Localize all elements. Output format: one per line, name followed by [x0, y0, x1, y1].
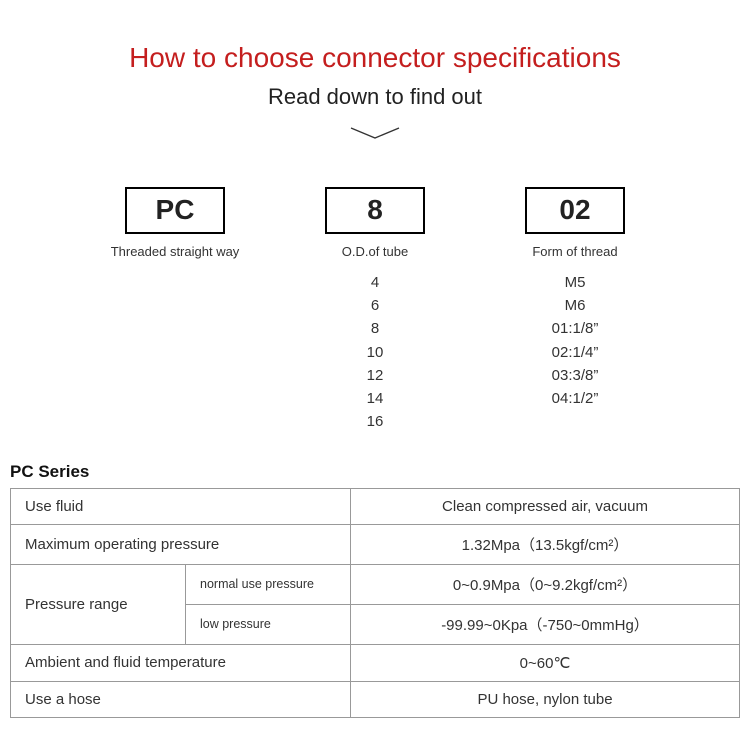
table-row: Use fluid Clean compressed air, vacuum: [11, 488, 740, 524]
spec-label-od: O.D.of tube: [310, 244, 440, 259]
value-temperature: 0~60℃: [351, 644, 740, 681]
label-temperature: Ambient and fluid temperature: [11, 644, 351, 681]
series-heading: PC Series: [10, 462, 750, 482]
spec-box-thread: 02: [525, 187, 625, 234]
label-pressure-range: Pressure range: [11, 564, 186, 644]
spec-table: Use fluid Clean compressed air, vacuum M…: [10, 488, 740, 718]
value-normal-pressure: 0~0.9Mpa（0~9.2kgf/cm²）: [351, 564, 740, 604]
table-row: Pressure range normal use pressure 0~0.9…: [11, 564, 740, 604]
value-use-hose: PU hose, nylon tube: [351, 681, 740, 717]
spec-values-od: 46810121416: [310, 271, 440, 434]
label-use-hose: Use a hose: [11, 681, 351, 717]
spec-col-thread: 02 Form of thread M5M601:1/8”02:1/4”03:3…: [510, 187, 640, 434]
spec-label-thread: Form of thread: [510, 244, 640, 259]
label-max-pressure: Maximum operating pressure: [11, 524, 351, 564]
value-max-pressure: 1.32Mpa（13.5kgf/cm²）: [351, 524, 740, 564]
label-low-pressure: low pressure: [186, 604, 351, 644]
table-row: Maximum operating pressure 1.32Mpa（13.5k…: [11, 524, 740, 564]
header: How to choose connector specifications R…: [0, 0, 750, 147]
spec-box-pc: PC: [125, 187, 225, 234]
chevron-down-icon: [345, 124, 405, 142]
table-row: Use a hose PU hose, nylon tube: [11, 681, 740, 717]
table-row: Ambient and fluid temperature 0~60℃: [11, 644, 740, 681]
spec-box-od: 8: [325, 187, 425, 234]
spec-values-thread: M5M601:1/8”02:1/4”03:3/8”04:1/2”: [510, 271, 640, 411]
label-use-fluid: Use fluid: [11, 488, 351, 524]
label-normal-pressure: normal use pressure: [186, 564, 351, 604]
page-subtitle: Read down to find out: [0, 84, 750, 110]
spec-label-pc: Threaded straight way: [110, 244, 240, 259]
value-use-fluid: Clean compressed air, vacuum: [351, 488, 740, 524]
value-low-pressure: -99.99~0Kpa（-750~0mmHg）: [351, 604, 740, 644]
spec-code-row: PC Threaded straight way 8 O.D.of tube 4…: [0, 187, 750, 434]
spec-col-pc: PC Threaded straight way: [110, 187, 240, 434]
page-title: How to choose connector specifications: [0, 42, 750, 74]
spec-col-od: 8 O.D.of tube 46810121416: [310, 187, 440, 434]
